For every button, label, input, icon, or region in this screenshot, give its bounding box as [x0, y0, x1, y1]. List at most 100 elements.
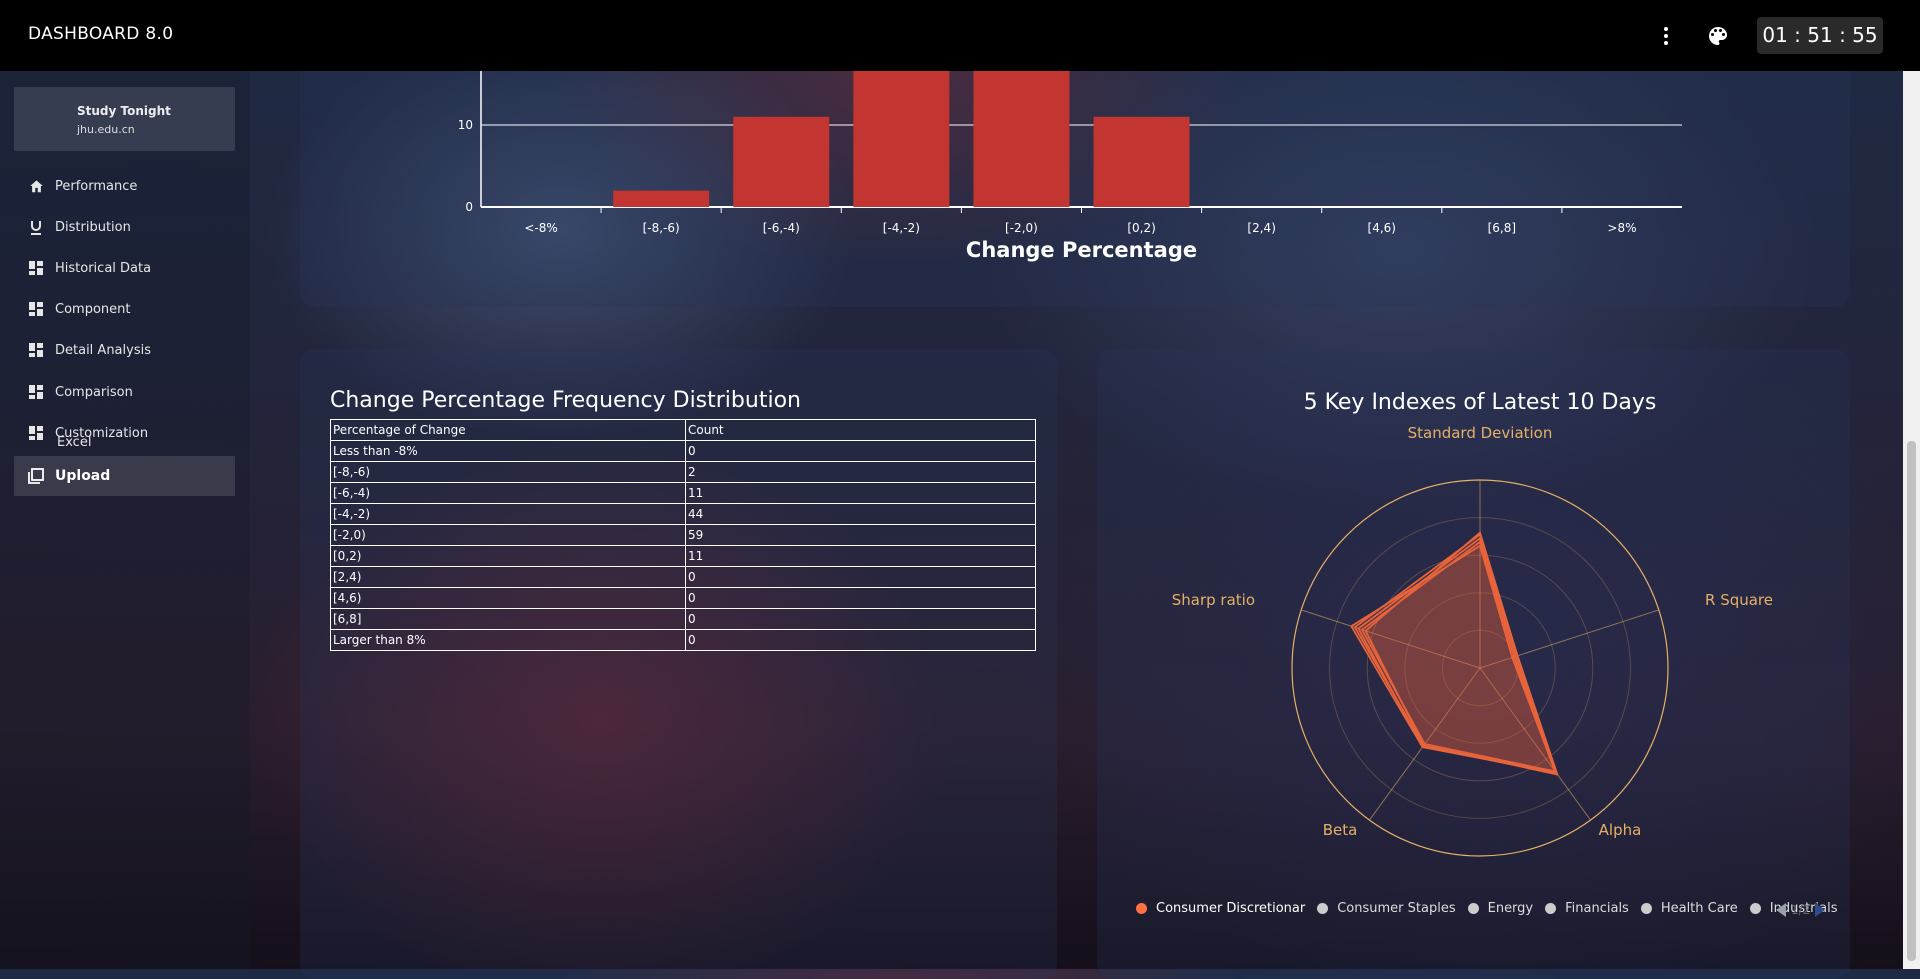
sidebar-subitem-excel[interactable]: Excel — [57, 435, 92, 450]
legend-item[interactable]: Health Care — [1640, 901, 1738, 916]
table-row: [4,6) 0 — [330, 587, 1036, 609]
radar-indicator-label: Alpha — [1599, 821, 1642, 839]
bar[interactable] — [613, 190, 710, 207]
table-cell: 0 — [685, 629, 1036, 651]
bar[interactable] — [733, 116, 830, 207]
legend-item[interactable]: Financials — [1545, 901, 1629, 916]
table-row: [-4,-2) 44 — [330, 503, 1036, 525]
legend-item[interactable]: Consumer Staples — [1317, 901, 1456, 916]
table-cell: [0,2) — [330, 545, 686, 567]
legend-item[interactable]: Consumer Discretionar — [1136, 901, 1305, 916]
x-tick-label: [-6,-4) — [763, 221, 800, 235]
table-cell: 44 — [685, 503, 1036, 525]
table-cell: [4,6) — [330, 587, 686, 609]
legend-label: Financials — [1565, 901, 1629, 916]
sidebar-item-performance[interactable]: Performance — [14, 166, 235, 206]
page-scrollbar[interactable] — [1903, 71, 1920, 969]
x-tick-label: [-4,-2) — [883, 221, 920, 235]
profile-card[interactable]: Study Tonight jhu.edu.cn — [14, 87, 235, 151]
table-header-cell: Count — [685, 419, 1036, 441]
radar-axis — [1479, 667, 1591, 821]
sidebar-item-historical-data[interactable]: Historical Data — [14, 248, 235, 288]
radar-series[interactable] — [1364, 531, 1559, 776]
legend-label: Health Care — [1660, 901, 1738, 916]
legend-dot — [1640, 903, 1652, 914]
bar[interactable] — [973, 60, 1070, 207]
scrollbar-thumb[interactable] — [1907, 441, 1916, 961]
table-cell: Less than -8% — [330, 440, 686, 462]
table-row: [2,4) 0 — [330, 566, 1036, 588]
legend-pager: 1/2 — [1776, 903, 1826, 917]
legend-dot — [1467, 903, 1479, 914]
pager-text: 1/2 — [1791, 903, 1811, 917]
table-row: [-6,-4) 11 — [330, 482, 1036, 504]
radar-series[interactable] — [1360, 540, 1557, 773]
table-cell: 0 — [685, 608, 1036, 630]
table-cell: [-2,0) — [330, 524, 686, 546]
table-row: Larger than 8% 0 — [330, 629, 1036, 651]
table-cell: [6,8] — [330, 608, 686, 630]
dashboard-icon — [28, 342, 44, 358]
dashboard-icon — [28, 425, 44, 441]
sidebar-item-customization[interactable]: Customization — [14, 413, 235, 453]
sidebar-item-comparison[interactable]: Comparison — [14, 372, 235, 412]
radar-legend: Consumer Discretionar Consumer Staples E… — [1136, 901, 1850, 916]
sidebar: Study Tonight jhu.edu.cn — [0, 71, 250, 969]
profile-domain: jhu.edu.cn — [77, 123, 135, 136]
dashboard-icon — [28, 260, 44, 276]
y-tick-label: 0 — [465, 200, 473, 214]
legend-dot — [1317, 903, 1329, 914]
profile-name: Study Tonight — [77, 104, 171, 118]
table-cell: 59 — [685, 524, 1036, 546]
sidebar-item-component[interactable]: Component — [14, 289, 235, 329]
prev-page-icon[interactable] — [1776, 903, 1786, 917]
table-cell: 0 — [685, 566, 1036, 588]
x-tick-label: [-8,-6) — [643, 221, 680, 235]
frequency-table: Percentage of Change Count Less than -8%… — [330, 419, 1036, 651]
dashboard-icon — [28, 384, 44, 400]
x-tick-label: [2,4) — [1247, 221, 1275, 235]
sidebar-item-detail-analysis[interactable]: Detail Analysis — [14, 330, 235, 370]
more-vert-icon[interactable] — [1656, 22, 1676, 50]
clock-display: 01 : 51 : 55 — [1757, 17, 1883, 54]
sidebar-item-label: Detail Analysis — [55, 342, 151, 358]
sidebar-item-label: Component — [55, 301, 131, 317]
sidebar-item-distribution[interactable]: Distribution — [14, 207, 235, 247]
legend-label: Energy — [1487, 901, 1534, 916]
sidebar-item-label: Comparison — [55, 384, 133, 400]
radar-indicator-label: R Square — [1705, 591, 1773, 609]
top-bar: DASHBOARD 8.0 01 : 51 : 55 — [0, 0, 1920, 71]
legend-dot — [1749, 903, 1761, 914]
table-cell: 11 — [685, 482, 1036, 504]
bar[interactable] — [1093, 116, 1190, 207]
legend-dot — [1136, 903, 1147, 914]
x-tick-label: [4,6) — [1368, 221, 1396, 235]
sidebar-item-upload[interactable]: Upload — [14, 456, 235, 496]
sidebar-item-label: Performance — [55, 178, 138, 194]
x-tick-label: [-2,0) — [1005, 221, 1038, 235]
table-header-row: Percentage of Change Count — [330, 419, 1036, 441]
radar-axis — [1301, 609, 1481, 669]
legend-item[interactable]: Energy — [1467, 901, 1534, 916]
dashboard-icon — [28, 301, 44, 317]
radar-title: 5 Key Indexes of Latest 10 Days — [1304, 390, 1657, 415]
table-cell: Larger than 8% — [330, 629, 686, 651]
radar-axis — [1479, 609, 1659, 669]
x-axis-title: Change Percentage — [966, 238, 1197, 262]
table-cell: 2 — [685, 461, 1036, 483]
sidebar-item-label: Customization — [55, 425, 149, 441]
table-header-cell: Percentage of Change — [330, 419, 686, 441]
histogram-chart: 0 10 <-8% [-8,-6) [-6,-4) [-4,-2) [-2,0) [0,2) [… — [428, 0, 1682, 262]
radar-indicator-label: Beta — [1323, 821, 1358, 839]
palette-icon[interactable] — [1706, 24, 1730, 48]
table-cell: [-8,-6) — [330, 461, 686, 483]
table-cell: [-4,-2) — [330, 503, 686, 525]
table-row: [6,8] 0 — [330, 608, 1036, 630]
underline-icon — [28, 219, 44, 235]
home-icon — [28, 178, 44, 194]
sidebar-item-label: Historical Data — [55, 260, 152, 276]
sidebar-item-label: Distribution — [55, 219, 131, 235]
next-page-icon[interactable] — [1815, 903, 1826, 917]
table-row: [-8,-6) 2 — [330, 461, 1036, 483]
bar[interactable] — [853, 60, 950, 207]
